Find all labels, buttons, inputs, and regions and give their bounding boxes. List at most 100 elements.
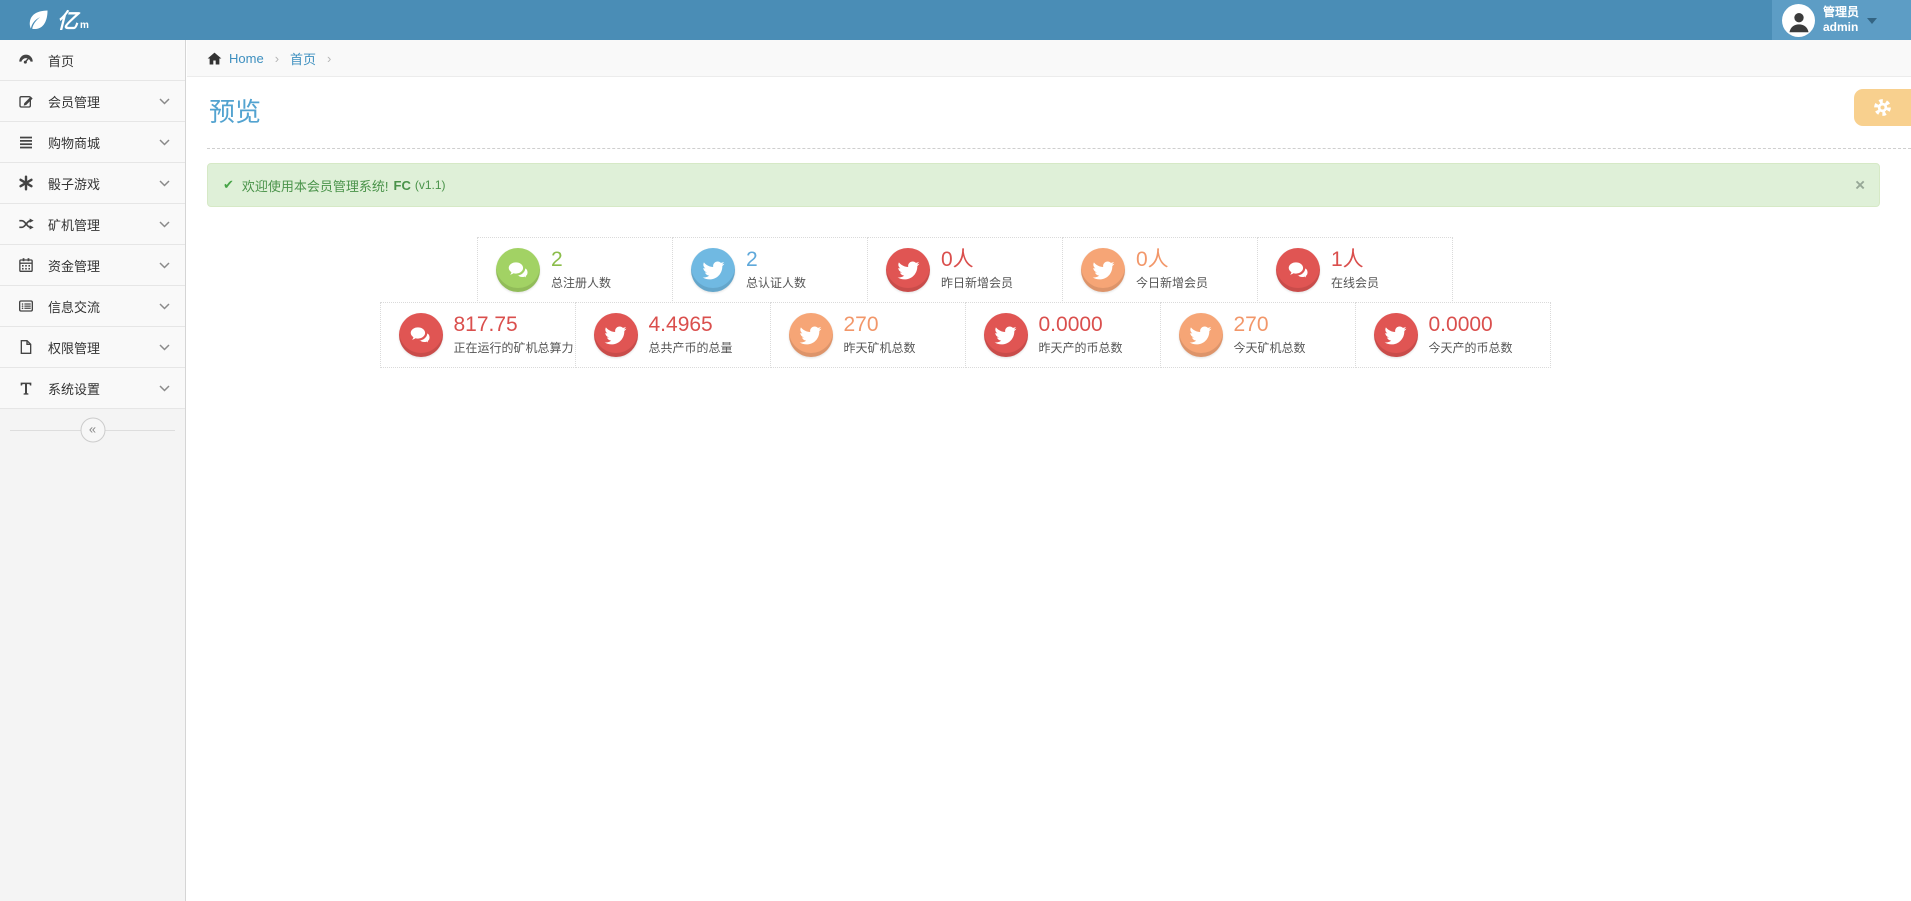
breadcrumb-home-link[interactable]: Home — [229, 50, 264, 66]
stats-section: 2 总注册人数 2 总认证人数 0人 昨日新增会员 0人 今日新增会员 1人 在线会员 817.7… — [187, 237, 1911, 368]
edit-icon — [17, 93, 35, 109]
twitter-icon — [1092, 259, 1115, 282]
twitter-icon — [994, 324, 1017, 347]
breadcrumb-separator: › — [327, 50, 332, 66]
stat-label: 总共产币的总量 — [648, 341, 733, 356]
stat-icon-circle — [788, 313, 833, 357]
sidebar-collapse-button[interactable]: « — [80, 417, 105, 443]
sidebar-item-permissions[interactable]: 权限管理 — [0, 327, 185, 368]
alert-message: 欢迎使用本会员管理系统! — [241, 178, 389, 194]
page-title: 预览 — [209, 97, 262, 127]
sidebar-item-funds[interactable]: 资金管理 — [0, 245, 185, 286]
breadcrumb-current-link[interactable]: 首页 — [290, 51, 317, 67]
user-name: admin — [1823, 20, 1859, 34]
stat-icon-circle — [398, 313, 443, 357]
sidebar-item-mall[interactable]: 购物商城 — [0, 122, 185, 163]
check-icon: ✔ — [223, 177, 234, 192]
sidebar-item-messages[interactable]: 信息交流 — [0, 286, 185, 327]
stat-value: 270 — [843, 312, 879, 336]
breadcrumb-separator: › — [274, 50, 280, 66]
stat-text: 0人 今日新增会员 — [1136, 248, 1209, 291]
gauge-icon — [17, 52, 35, 68]
sidebar-item-miners[interactable]: 矿机管理 — [0, 204, 185, 245]
stat-text: 270 今天矿机总数 — [1233, 313, 1306, 356]
stat-label: 在线会员 — [1331, 276, 1380, 291]
twitter-icon — [1384, 324, 1407, 347]
stat-label: 昨天产的币总数 — [1038, 341, 1123, 356]
stat-text: 1人 在线会员 — [1331, 248, 1380, 291]
comments-icon — [409, 324, 432, 347]
stat-icon-circle — [1178, 313, 1223, 357]
stat-label: 今天矿机总数 — [1233, 341, 1306, 356]
stat-icon-circle — [983, 313, 1028, 357]
stat-card: 0人昨日新增会员 — [867, 237, 1063, 303]
stat-label: 正在运行的矿机总算力 — [453, 341, 574, 356]
stat-icon-circle — [1373, 313, 1418, 357]
list-alt-icon — [17, 298, 35, 314]
sidebar-collapse-row: « — [0, 409, 185, 451]
chevron-down-icon — [159, 220, 170, 228]
text-icon — [17, 380, 35, 396]
stat-value: 2 — [746, 247, 758, 271]
sidebar-item-dice-game[interactable]: 骰子游戏 — [0, 163, 185, 204]
sidebar-menu: 首页会员管理购物商城骰子游戏矿机管理资金管理 信息交流 权限管理系统设置 — [0, 40, 185, 409]
app-logo[interactable]: 亿 m — [0, 0, 186, 40]
stat-card: 270 今天矿机总数 — [1159, 302, 1356, 368]
chevron-down-icon — [159, 261, 170, 269]
stat-icon-circle — [496, 248, 540, 292]
stat-value: 2 — [551, 247, 563, 271]
user-menu[interactable]: 管理员 admin — [1772, 0, 1911, 40]
stats-row-1: 2 总注册人数 2 总认证人数 0人 昨日新增会员 0人 今日新增会员 1人 在线会员 — [103, 237, 1827, 303]
sidebar-item-label: 会员管理 — [48, 94, 101, 110]
comments-icon — [1287, 259, 1310, 282]
list-icon — [17, 134, 35, 150]
sidebar-item-settings[interactable]: 系统设置 — [0, 368, 185, 409]
stat-label: 总注册人数 — [551, 276, 612, 291]
comments-icon — [507, 259, 530, 282]
stat-value: 817.75 — [453, 312, 518, 336]
stat-value: 0.0000 — [1038, 312, 1103, 336]
gear-icon — [1872, 97, 1893, 118]
sidebar-item-label: 矿机管理 — [48, 217, 101, 233]
shuffle-icon — [17, 216, 35, 232]
user-role: 管理员 — [1823, 5, 1860, 19]
stats-row-2: 817.75 正在运行的矿机总算力 4.4965 总共产币的总量 270 昨天矿机总数 0.… — [103, 302, 1827, 368]
sidebar: 首页会员管理购物商城骰子游戏矿机管理资金管理 信息交流 权限管理系统设置 « — [0, 40, 186, 901]
stat-label: 昨日新增会员 — [941, 276, 1014, 291]
stat-label: 今日新增会员 — [1136, 276, 1209, 291]
logo-sub-text: m — [80, 19, 89, 31]
stat-text: 2 总认证人数 — [746, 247, 807, 291]
chevron-down-icon — [159, 302, 170, 310]
chevron-down-icon — [159, 384, 170, 392]
avatar — [1782, 3, 1815, 37]
chevron-down-icon — [159, 343, 170, 351]
sidebar-item-label: 系统设置 — [48, 381, 101, 397]
alert-close-button[interactable]: × — [1855, 175, 1865, 195]
settings-button[interactable] — [1854, 89, 1911, 126]
person-icon — [1788, 13, 1809, 33]
twitter-icon — [799, 324, 822, 347]
home-icon — [207, 51, 222, 66]
stat-card: 1人 在线会员 — [1257, 237, 1453, 303]
stat-card: 0.0000 昨天产的币总数 — [964, 302, 1161, 368]
caret-down-icon — [1867, 11, 1878, 29]
stat-text: 0.0000 今天产的币总数 — [1429, 313, 1513, 356]
top-header: 亿 m 管理员 admin — [0, 0, 1911, 40]
alert-brand: FC — [393, 177, 411, 193]
stat-label: 昨天矿机总数 — [843, 341, 916, 356]
sidebar-item-label: 购物商城 — [48, 135, 101, 151]
stat-value: 0人 — [941, 247, 974, 271]
stat-card: 2 总认证人数 — [672, 237, 868, 303]
stat-card: 2 总注册人数 — [477, 237, 673, 303]
stat-text: 270 昨天矿机总数 — [843, 312, 916, 356]
stat-label: 总认证人数 — [746, 276, 807, 291]
sidebar-item-home[interactable]: 首页 — [0, 40, 185, 81]
asterisk-icon — [17, 175, 35, 191]
sidebar-item-members[interactable]: 会员管理 — [0, 81, 185, 122]
file-icon — [17, 339, 35, 355]
main-content: Home › 首页 › 预览 ✔ 欢迎使用本会员管理系统! FC (v1.1) … — [187, 40, 1911, 901]
calendar-icon — [17, 257, 35, 273]
stat-icon-circle — [691, 248, 735, 292]
stat-card: 0人 今日新增会员 — [1062, 237, 1258, 303]
stat-text: 0人昨日新增会员 — [941, 247, 1014, 291]
